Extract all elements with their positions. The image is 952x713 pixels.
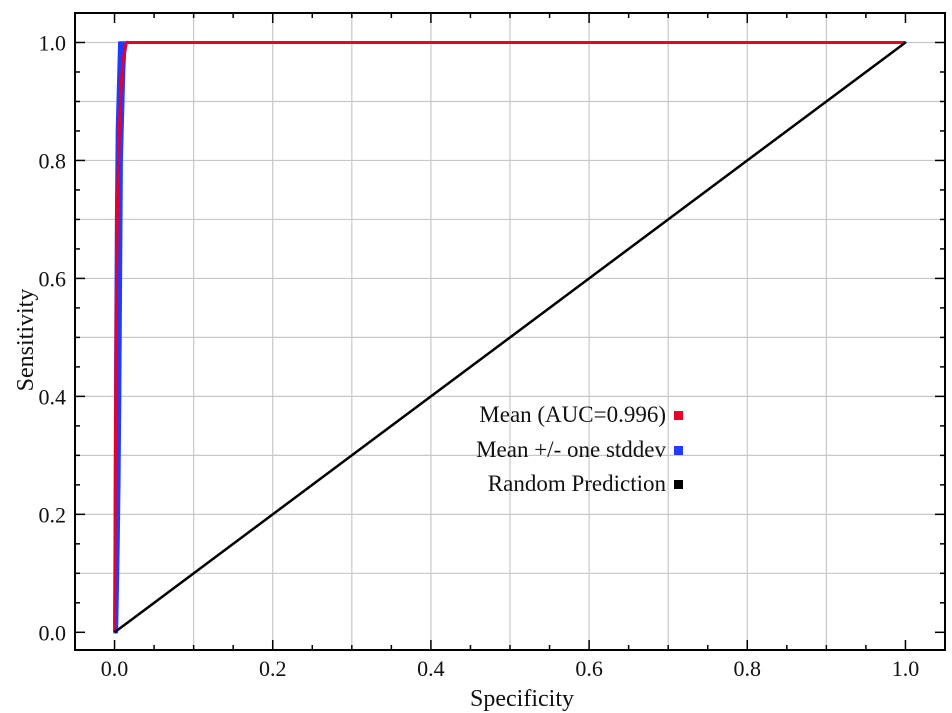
x-tick-label: 1.0 — [892, 656, 920, 681]
legend: Mean (AUC=0.996) Mean +/- one stddev Ran… — [476, 402, 683, 496]
axis-ticks — [75, 13, 945, 650]
legend-label-random: Random Prediction — [488, 471, 667, 496]
grid — [75, 13, 945, 650]
y-tick-label: 0.0 — [39, 620, 67, 645]
x-tick-label: 0.6 — [575, 656, 603, 681]
y-tick-labels: 0.0 0.2 0.4 0.6 0.8 1.0 — [39, 30, 67, 645]
legend-marker-stddev — [674, 446, 683, 455]
x-axis-title: Specificity — [470, 686, 574, 712]
y-tick-label: 0.2 — [39, 502, 67, 527]
y-tick-label: 0.4 — [39, 384, 67, 409]
y-tick-label: 0.6 — [39, 266, 67, 291]
legend-marker-mean — [674, 411, 683, 420]
random-prediction-line — [113, 41, 907, 634]
x-tick-labels: 0.0 0.2 0.4 0.6 0.8 1.0 — [101, 656, 919, 681]
legend-marker-random — [674, 480, 683, 489]
y-axis-title: Sensitivity — [13, 289, 39, 392]
y-tick-label: 1.0 — [39, 30, 67, 55]
x-tick-label: 0.4 — [417, 656, 445, 681]
mean-roc-line — [113, 40, 906, 633]
series-group — [113, 40, 907, 634]
legend-label-mean: Mean (AUC=0.996) — [479, 402, 666, 427]
x-tick-label: 0.0 — [101, 656, 129, 681]
y-tick-label: 0.8 — [39, 148, 67, 173]
x-tick-label: 0.2 — [259, 656, 287, 681]
legend-label-stddev: Mean +/- one stddev — [476, 437, 666, 462]
x-tick-label: 0.8 — [734, 656, 762, 681]
